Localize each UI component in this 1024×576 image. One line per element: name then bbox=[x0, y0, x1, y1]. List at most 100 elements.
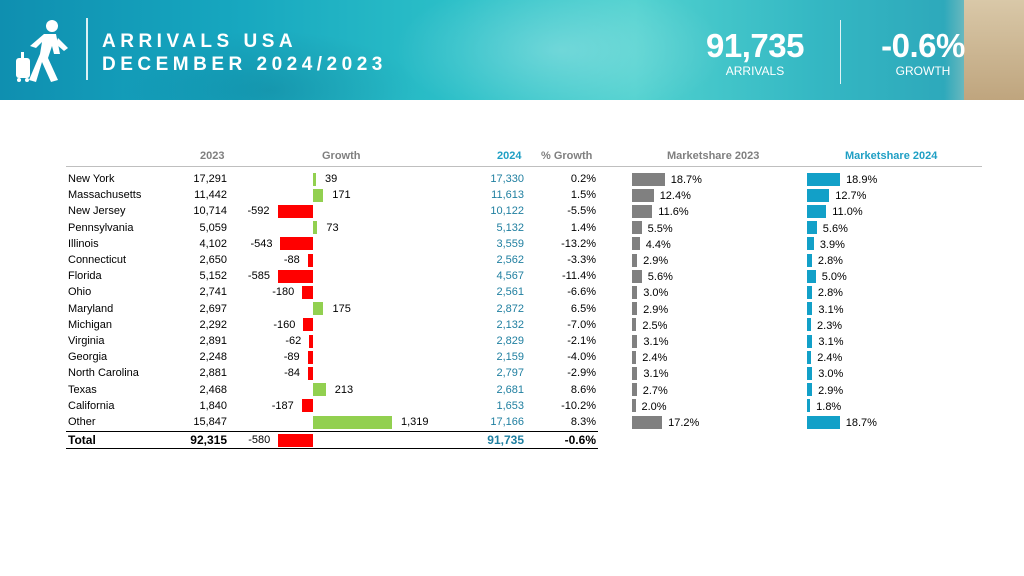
row-value-2024: 4,567 bbox=[496, 270, 524, 283]
row-state: Connecticut bbox=[68, 254, 127, 266]
row-value-2023: 11,442 bbox=[194, 189, 227, 202]
row-pct-growth: -11.4% bbox=[561, 270, 596, 283]
marketshare-2023-label: 3.1% bbox=[643, 368, 669, 381]
kpi-growth-value: -0.6% bbox=[881, 27, 965, 64]
marketshare-2024-bar bbox=[807, 415, 840, 429]
marketshare-2024-label: 2.9% bbox=[818, 384, 844, 397]
marketshare-2023-label: 2.9% bbox=[643, 303, 669, 316]
row-pct-growth: -4.0% bbox=[567, 351, 596, 364]
marketshare-2023-bar bbox=[632, 302, 638, 316]
total-growth-label: -580 bbox=[248, 434, 271, 447]
growth-label: -585 bbox=[247, 270, 270, 283]
row-pct-growth: -13.2% bbox=[561, 237, 596, 250]
growth-bar-positive bbox=[313, 302, 324, 316]
marketshare-2023-label: 5.6% bbox=[647, 271, 673, 284]
row-state: New Jersey bbox=[68, 205, 126, 218]
marketshare-2023-bar bbox=[632, 237, 640, 251]
row-value-2024: 1,653 bbox=[496, 399, 524, 412]
total-growth-bar bbox=[278, 433, 313, 447]
row-value-2024: 11,613 bbox=[491, 189, 524, 202]
row-value-2024: 10,122 bbox=[490, 205, 524, 218]
growth-label: -187 bbox=[271, 399, 294, 412]
row-state: Virginia bbox=[68, 335, 105, 347]
row-state: Pennsylvania bbox=[68, 221, 134, 234]
marketshare-2023-label: 3.0% bbox=[643, 287, 669, 300]
marketshare-2024-label: 3.0% bbox=[818, 368, 844, 381]
growth-bar-positive bbox=[313, 383, 326, 397]
title-divider bbox=[86, 18, 88, 80]
marketshare-2024-bar bbox=[807, 285, 812, 299]
row-pct-growth: 1.4% bbox=[570, 221, 596, 234]
row-state: Texas bbox=[68, 383, 97, 396]
marketshare-2024-bar bbox=[807, 366, 813, 380]
growth-label: -88 bbox=[283, 254, 300, 266]
marketshare-2023-bar bbox=[632, 334, 638, 348]
marketshare-2023-bar bbox=[632, 285, 638, 299]
marketshare-2024-label: 11.0% bbox=[832, 206, 863, 219]
growth-bar-negative bbox=[301, 399, 313, 413]
row-value-2024: 17,330 bbox=[490, 173, 524, 185]
column-header-marketshare-2024: Marketshare 2024 bbox=[845, 150, 938, 162]
row-value-2024: 17,166 bbox=[490, 416, 524, 428]
marketshare-2024-bar bbox=[807, 350, 812, 364]
row-state: Michigan bbox=[68, 318, 113, 331]
row-value-2024: 2,872 bbox=[496, 302, 524, 315]
marketshare-2024-bar bbox=[807, 383, 813, 397]
row-value-2024: 2,797 bbox=[496, 367, 524, 380]
row-value-2023: 5,152 bbox=[199, 270, 227, 283]
row-value-2024: 2,159 bbox=[496, 351, 524, 364]
growth-label: -592 bbox=[247, 205, 270, 218]
marketshare-2024-bar bbox=[807, 334, 813, 348]
row-pct-growth: 1.5% bbox=[570, 189, 596, 202]
row-value-2023: 17,291 bbox=[193, 173, 227, 185]
column-header-growth: Growth bbox=[322, 150, 361, 162]
row-value-2024: 5,132 bbox=[496, 221, 524, 234]
marketshare-2024-label: 1.8% bbox=[816, 400, 842, 413]
row-pct-growth: 8.6% bbox=[570, 383, 596, 396]
total-value-2024: 91,735 bbox=[487, 433, 524, 448]
marketshare-2023-label: 11.6% bbox=[658, 206, 689, 219]
row-state: Ohio bbox=[68, 286, 92, 299]
row-value-2023: 2,881 bbox=[199, 367, 227, 380]
growth-label: -160 bbox=[273, 318, 296, 331]
row-pct-growth: -7.0% bbox=[567, 318, 596, 331]
marketshare-2023-label: 12.4% bbox=[659, 190, 691, 203]
row-value-2024: 2,562 bbox=[496, 254, 524, 266]
row-value-2023: 2,248 bbox=[199, 351, 227, 364]
row-pct-growth: 0.2% bbox=[570, 173, 596, 185]
header-banner: ARRIVALS USA DECEMBER 2024/2023 91,735 A… bbox=[0, 0, 1024, 100]
marketshare-2024-bar bbox=[807, 318, 812, 332]
marketshare-2023-label: 2.9% bbox=[643, 255, 669, 267]
growth-label: -180 bbox=[272, 286, 295, 299]
row-value-2023: 2,468 bbox=[199, 383, 227, 396]
page-title-line1: ARRIVALS USA bbox=[102, 31, 298, 52]
row-value-2023: 2,741 bbox=[199, 286, 227, 299]
row-value-2023: 1,840 bbox=[199, 399, 227, 412]
marketshare-2024-label: 5.6% bbox=[822, 222, 848, 235]
marketshare-2024-bar bbox=[807, 237, 814, 251]
marketshare-2024-label: 2.8% bbox=[817, 255, 843, 267]
total-rule-bottom bbox=[66, 448, 598, 450]
marketshare-2024-label: 5.0% bbox=[821, 271, 847, 284]
page-title: ARRIVALS USA DECEMBER 2024/2023 bbox=[102, 30, 387, 76]
row-value-2023: 2,891 bbox=[199, 335, 227, 347]
marketshare-2023-bar bbox=[632, 366, 638, 380]
growth-bar-positive bbox=[313, 172, 316, 186]
row-pct-growth: 8.3% bbox=[570, 416, 596, 428]
growth-label: -62 bbox=[285, 335, 302, 347]
row-state: New York bbox=[68, 173, 115, 185]
row-state: Florida bbox=[68, 270, 102, 283]
marketshare-2023-bar bbox=[632, 188, 654, 202]
column-header-2024: 2024 bbox=[497, 150, 522, 162]
kpi-arrivals: 91,735 ARRIVALS bbox=[700, 28, 810, 79]
marketshare-2023-bar bbox=[632, 269, 642, 283]
marketshare-2023-label: 4.4% bbox=[645, 238, 671, 251]
kpi-growth: -0.6% GROWTH bbox=[874, 27, 972, 79]
marketshare-2023-bar bbox=[632, 253, 638, 267]
row-state: Massachusetts bbox=[68, 189, 142, 202]
growth-label: 73 bbox=[326, 221, 339, 234]
banner-beach bbox=[964, 0, 1024, 100]
marketshare-2024-bar bbox=[807, 302, 813, 316]
marketshare-2023-bar bbox=[632, 318, 637, 332]
growth-bar-negative bbox=[307, 350, 313, 364]
